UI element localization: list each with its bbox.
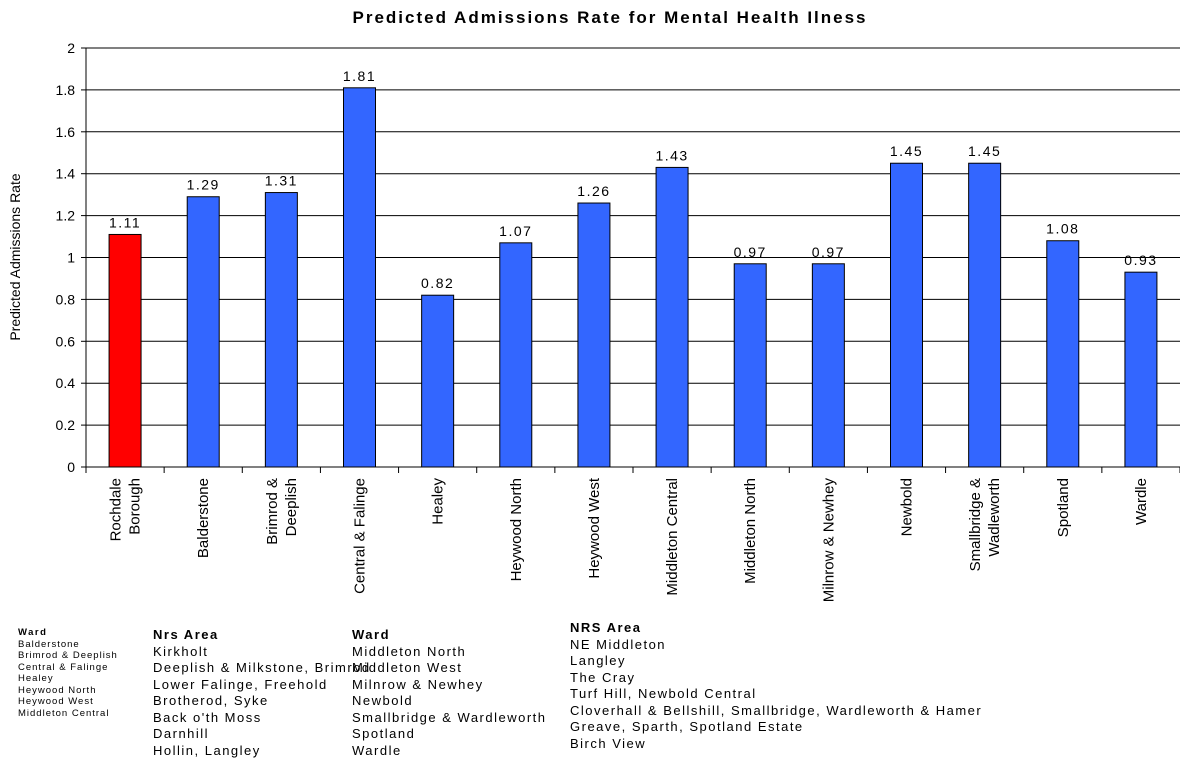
legend-column-nrs-area-2: NRS Area NE Middleton Langley The Cray T…	[570, 620, 982, 752]
y-tick-label: 0.2	[56, 417, 76, 433]
data-label: 1.08	[1046, 221, 1079, 237]
bar	[812, 264, 844, 467]
category-label: Newbold	[899, 478, 916, 536]
data-label: 1.26	[577, 183, 610, 199]
data-label: 1.11	[109, 214, 141, 230]
y-tick-label: 2	[67, 40, 75, 56]
y-tick-label: 0.4	[56, 375, 76, 391]
legend-row: Heywood North	[18, 685, 118, 697]
legend-row: Turf Hill, Newbold Central	[570, 686, 982, 703]
legend-row: Lower Falinge, Freehold	[153, 677, 371, 694]
legend-column-nrs-area-1: Nrs Area Kirkholt Deeplish & Milkstone, …	[153, 627, 371, 759]
legend-header: Nrs Area	[153, 627, 371, 644]
bar	[969, 163, 1001, 467]
bar	[344, 88, 376, 467]
y-tick-label: 1.4	[56, 166, 76, 182]
category-label: Middleton North	[742, 478, 759, 584]
legend-header: Ward	[18, 627, 118, 639]
bar-chart: 0 0.2 0.4 0.6 0.8 1 1.2 1.4 1.6 1.8 2 1.11 Rochdale…	[0, 0, 1180, 625]
bar	[656, 167, 688, 467]
category-label: Heywood West	[586, 477, 603, 578]
legend-row: Newbold	[352, 693, 547, 710]
y-tick-label: 1	[67, 250, 75, 266]
bar	[1125, 272, 1157, 467]
legend-row: Greave, Sparth, Spotland Estate	[570, 719, 982, 736]
data-label: 1.29	[187, 177, 220, 193]
category-label: Milnrow & Newhey	[820, 478, 837, 603]
bar	[109, 234, 141, 467]
legend-row: Heywood West	[18, 696, 118, 708]
category-label: Middleton Central	[664, 478, 681, 596]
bar	[265, 193, 297, 467]
y-tick-label: 0.8	[56, 291, 76, 307]
legend-row: Middleton West	[352, 660, 547, 677]
category-label: Borough	[127, 478, 144, 535]
y-tick-label: 1.6	[56, 124, 76, 140]
category-label: Healey	[430, 478, 447, 525]
legend-row: The Cray	[570, 670, 982, 687]
legend-row: Central & Falinge	[18, 662, 118, 674]
category-label: Balderstone	[195, 478, 212, 558]
y-axis-title: Predicted Admissions Rate	[7, 173, 23, 341]
data-label: 1.07	[499, 223, 532, 239]
legend-column-ward-1: Ward Balderstone Brimrod & Deeplish Cent…	[18, 627, 118, 719]
category-label: Central & Falinge	[352, 478, 369, 594]
bar	[891, 163, 923, 467]
legend-row: Wardle	[352, 743, 547, 759]
category-label: Wadleworth	[986, 478, 1003, 557]
legend-row: Healey	[18, 673, 118, 685]
legend-row: Langley	[570, 653, 982, 670]
legend-row: Brotherod, Syke	[153, 693, 371, 710]
data-label: 0.97	[812, 244, 845, 260]
legend-row: Birch View	[570, 736, 982, 753]
y-tick-label: 0	[67, 459, 75, 475]
legend-row: Hollin, Langley	[153, 743, 371, 759]
legend-row: Deeplish & Milkstone, Brimrod	[153, 660, 371, 677]
legend-row: Middleton North	[352, 644, 547, 661]
category-label: Brimrod &	[264, 478, 281, 545]
legend-row: Middleton Central	[18, 708, 118, 720]
category-label: Deeplish	[283, 478, 300, 536]
legend-row: Cloverhall & Bellshill, Smallbridge, War…	[570, 703, 982, 720]
data-label: 1.45	[968, 143, 1001, 159]
legend-header: Ward	[352, 627, 547, 644]
legend-row: Spotland	[352, 726, 547, 743]
legend-row: Smallbridge & Wardleworth	[352, 710, 547, 727]
category-label: Spotland	[1055, 478, 1072, 537]
y-tick-label: 0.6	[56, 333, 76, 349]
legend-row: Darnhill	[153, 726, 371, 743]
bar	[500, 243, 532, 467]
legend-row: Brimrod & Deeplish	[18, 650, 118, 662]
legend-row: Back o'th Moss	[153, 710, 371, 727]
data-label: 0.93	[1124, 252, 1157, 268]
y-tick-label: 1.8	[56, 82, 76, 98]
data-label: 1.45	[890, 143, 923, 159]
category-label: Wardle	[1133, 478, 1150, 525]
bar	[187, 197, 219, 467]
data-label: 1.31	[265, 173, 298, 189]
legend-column-ward-2: Ward Middleton North Middleton West Miln…	[352, 627, 547, 759]
bar	[422, 295, 454, 467]
data-label: 0.97	[734, 244, 767, 260]
bar	[1047, 241, 1079, 467]
bar	[734, 264, 766, 467]
data-label: 1.81	[343, 68, 376, 84]
legend-row: Milnrow & Newhey	[352, 677, 547, 694]
category-label: Rochdale	[108, 478, 125, 541]
category-label: Smallbridge &	[967, 478, 984, 571]
y-tick-label: 1.2	[56, 208, 76, 224]
legend-row: Balderstone	[18, 639, 118, 651]
legend-row: NE Middleton	[570, 637, 982, 654]
legend-header: NRS Area	[570, 620, 982, 637]
legend-row: Kirkholt	[153, 644, 371, 661]
data-label: 1.43	[655, 147, 688, 163]
data-label: 0.82	[421, 275, 454, 291]
category-label: Heywood North	[508, 478, 525, 581]
bar	[578, 203, 610, 467]
